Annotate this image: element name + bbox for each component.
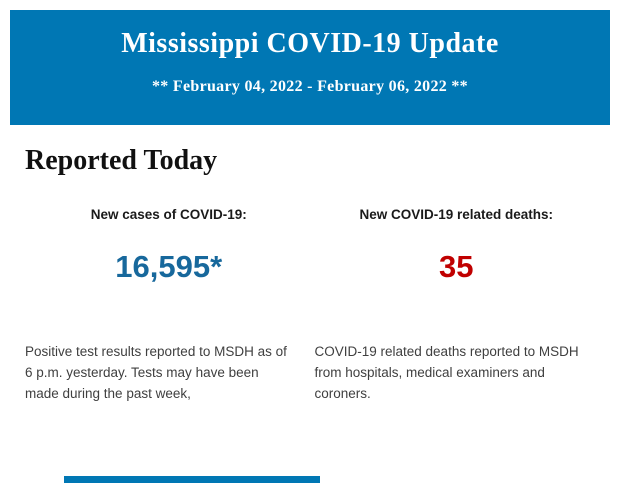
stats-row: New cases of COVID-19: 16,595* New COVID… [25,207,600,285]
new-cases-value: 16,595* [115,249,223,284]
deaths-description-text: COVID-19 related deaths reported to MSDH… [314,344,579,401]
deaths-description: COVID-19 related deaths reported to MSDH… [313,341,601,404]
new-cases-description-text: Positive test results reported to MSDH a… [25,344,287,401]
page-title: Mississippi COVID-19 Update [121,28,499,59]
header-banner: Mississippi COVID-19 Update ** February … [10,10,610,125]
deaths-value: 35 [439,249,474,284]
date-range: ** February 04, 2022 - February 06, 2022… [152,78,468,95]
stat-new-cases: New cases of COVID-19: 16,595* [25,207,313,285]
new-cases-description: Positive test results reported to MSDH a… [25,341,313,404]
next-section-partial-bar [64,476,320,483]
deaths-label: New COVID-19 related deaths: [359,207,554,222]
new-cases-label: New cases of COVID-19: [90,207,247,222]
stat-deaths: New COVID-19 related deaths: 35 [313,207,601,285]
section-title: Reported Today [25,145,218,176]
content-area: Reported Today New cases of COVID-19: 16… [0,125,620,404]
descriptions-row: Positive test results reported to MSDH a… [25,341,600,404]
